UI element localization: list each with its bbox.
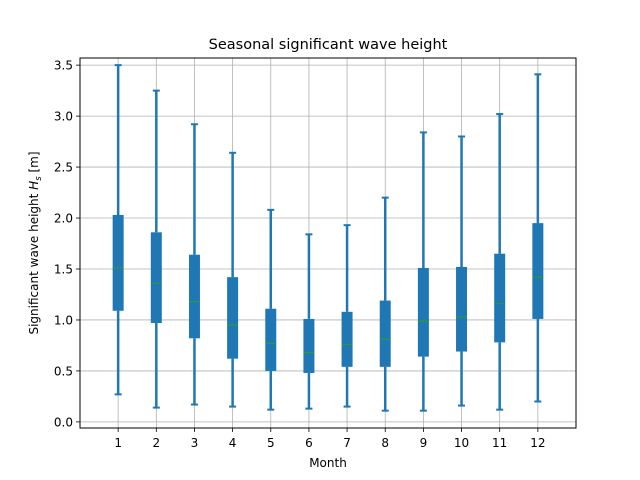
iqr-box	[341, 311, 353, 367]
y-tick-label: 0.5	[54, 364, 73, 378]
y-axis-label-subscript: s	[34, 176, 44, 181]
box-month-11	[494, 113, 506, 411]
box-month-6	[303, 233, 315, 410]
iqr-box	[303, 318, 315, 373]
box-month-12	[532, 73, 544, 403]
box-month-3	[188, 123, 200, 406]
y-tick-label: 2.0	[54, 212, 73, 226]
x-tick-label: 2	[152, 436, 160, 450]
x-tick-label: 11	[492, 436, 507, 450]
x-tick-label: 8	[381, 436, 389, 450]
y-axis-label-main: Significant wave height	[27, 190, 41, 335]
x-tick-label: 6	[305, 436, 313, 450]
iqr-box	[188, 254, 200, 339]
x-tick-label: 5	[267, 436, 275, 450]
iqr-box	[150, 232, 162, 324]
x-tick-label: 4	[229, 436, 237, 450]
y-axis-label-unit: [m]	[27, 151, 41, 176]
box-month-4	[227, 151, 239, 408]
x-tick-label: 9	[420, 436, 428, 450]
box-month-8	[379, 196, 391, 412]
y-tick-label: 3.0	[54, 110, 73, 124]
y-tick-label: 2.5	[54, 161, 73, 175]
box-month-7	[341, 224, 353, 408]
iqr-box	[265, 308, 277, 371]
box-month-10	[456, 135, 468, 407]
axis-ticks: 0.00.51.01.52.02.53.03.51 2 3 4 5 6 7 8 9 10 11 12	[54, 59, 546, 450]
y-axis-label-symbol: H	[27, 181, 41, 190]
y-axis-label: Significant wave height Hs [m]	[27, 151, 44, 334]
iqr-box	[494, 253, 506, 343]
y-tick-label: 3.5	[54, 59, 73, 73]
x-axis-label: Month	[309, 456, 347, 470]
x-tick-label: 12	[530, 436, 545, 450]
x-tick-label: 3	[191, 436, 199, 450]
x-tick-label: 7	[343, 436, 351, 450]
y-tick-label: 0.0	[54, 415, 73, 429]
iqr-box	[456, 266, 468, 352]
iqr-box	[227, 277, 239, 359]
box-month-9	[417, 131, 429, 412]
iqr-box	[112, 214, 124, 311]
box-month-5	[265, 208, 277, 411]
iqr-box	[417, 267, 429, 357]
x-tick-label: 1	[114, 436, 122, 450]
chart-title: Seasonal significant wave height	[209, 37, 448, 53]
y-tick-label: 1.0	[54, 313, 73, 327]
iqr-box	[379, 300, 391, 367]
y-tick-label: 1.5	[54, 262, 73, 276]
box-month-1	[112, 64, 124, 396]
boxes	[112, 64, 544, 412]
iqr-box	[532, 223, 544, 319]
x-tick-label: 10	[454, 436, 469, 450]
plot-area-frame	[79, 57, 577, 429]
box-month-2	[150, 89, 162, 409]
